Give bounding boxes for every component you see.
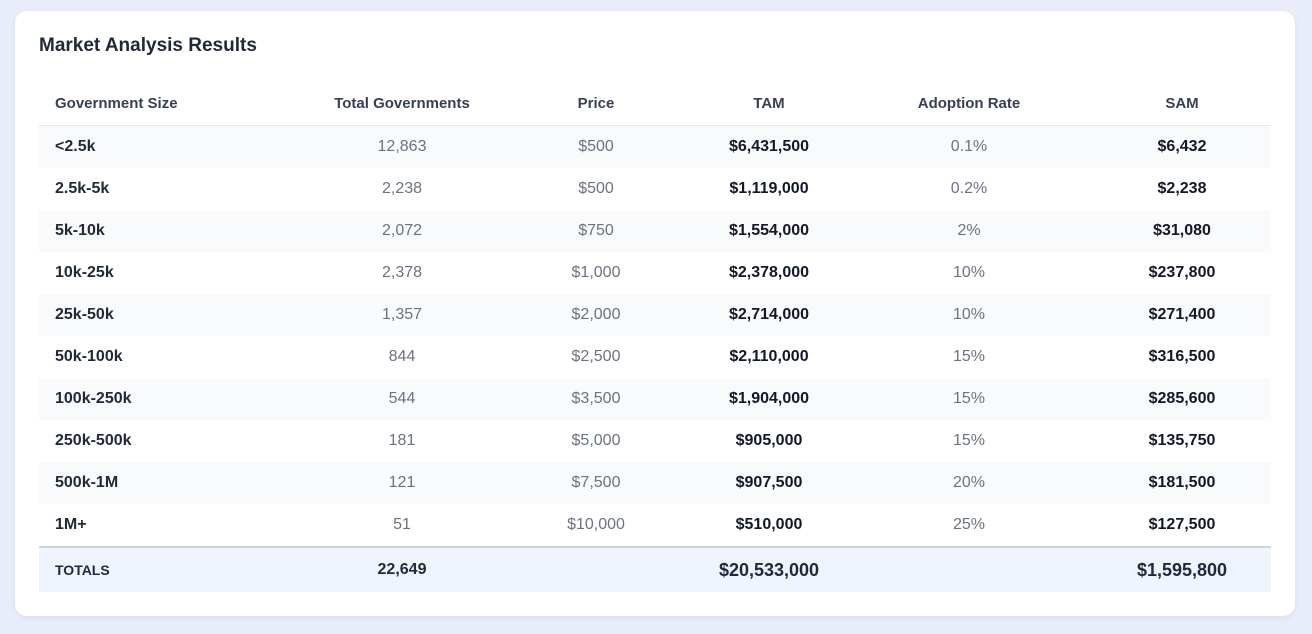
table-cell: $500	[578, 138, 614, 155]
table-cell: 250k-500k	[55, 432, 132, 449]
table-cell: $2,714,000	[728, 306, 810, 323]
table-cell: 2%	[957, 222, 981, 239]
table-cell: $907,500	[735, 474, 803, 491]
table-cell: 15%	[952, 348, 986, 365]
table-cell: $2,378,000	[728, 264, 810, 281]
table-cell: $135,750	[1148, 432, 1216, 449]
table-cell: $316,500	[1148, 348, 1216, 365]
table-cell: $10,000	[567, 516, 625, 533]
column-header: TAM	[693, 81, 845, 126]
table-cell: $271,400	[1148, 306, 1216, 323]
table-cell: $510,000	[735, 516, 803, 533]
totals-tam: $20,533,000	[693, 546, 845, 592]
table-cell: $500	[578, 180, 614, 197]
table-cell: 15%	[952, 390, 986, 407]
table-cell: $7,500	[571, 474, 621, 491]
column-header: Adoption Rate	[845, 81, 1093, 126]
table-cell: 25%	[952, 516, 986, 533]
table-cell: $31,080	[1153, 222, 1211, 239]
table-row: 10k-25k 2,378 $1,000 $2,378,000 10% $237,800	[39, 252, 1271, 294]
table-cell: 10%	[952, 306, 986, 323]
table-cell: $127,500	[1148, 516, 1216, 533]
table-cell: $1,119,000	[729, 180, 809, 197]
table-cell: 5k-10k	[55, 222, 105, 239]
table-cell: 844	[388, 348, 416, 365]
table-cell: 0.2%	[950, 180, 988, 197]
column-header: SAM	[1093, 81, 1271, 126]
table-cell: $905,000	[735, 432, 803, 449]
empty-cell	[845, 546, 1093, 592]
table-cell: $6,431,500	[728, 138, 810, 155]
table-cell: 2,238	[381, 180, 423, 197]
table-cell: $750	[578, 222, 614, 239]
column-header: Government Size	[39, 81, 305, 126]
table-row: 250k-500k 181 $5,000 $905,000 15% $135,750	[39, 420, 1271, 462]
table-row: 500k-1M 121 $7,500 $907,500 20% $181,500	[39, 462, 1271, 504]
table-cell: 50k-100k	[55, 348, 123, 365]
table-row: 1M+ 51 $10,000 $510,000 25% $127,500	[39, 504, 1271, 547]
table-cell: 121	[388, 474, 416, 491]
table-cell: 0.1%	[950, 138, 988, 155]
table-row: 50k-100k 844 $2,500 $2,110,000 15% $316,500	[39, 336, 1271, 378]
totals-row: TOTALS 22,649 $20,533,000 $1,595,800	[39, 546, 1271, 592]
table-cell: $1,904,000	[728, 390, 810, 407]
table-cell: $6,432	[1157, 138, 1207, 155]
table-cell: $2,238	[1157, 180, 1207, 197]
totals-governments: 22,649	[305, 546, 499, 592]
table-cell: $3,500	[571, 390, 621, 407]
table-cell: $181,500	[1148, 474, 1216, 491]
table-cell: 544	[388, 390, 416, 407]
table-cell: 20%	[952, 474, 986, 491]
table-cell: 51	[393, 516, 411, 533]
results-table: Government Size Total Governments Price TAM…	[39, 81, 1271, 592]
table-body: <2.5k 12,863 $500 $6,431,500 0.1% $6,432 2.5k-…	[39, 125, 1271, 548]
table-row: 2.5k-5k 2,238 $500 $1,119,000 0.2% $2,238	[39, 168, 1271, 210]
totals-label: TOTALS	[39, 546, 305, 592]
totals-sam: $1,595,800	[1093, 546, 1271, 592]
table-cell: 25k-50k	[55, 306, 114, 323]
table-cell: 100k-250k	[55, 390, 132, 407]
table-cell: $1,554,000	[728, 222, 810, 239]
table-row: 100k-250k 544 $3,500 $1,904,000 15% $285,600	[39, 378, 1271, 420]
header-row: Government Size Total Governments Price TAM…	[39, 81, 1271, 126]
empty-cell	[499, 546, 693, 592]
table-cell: 12,863	[377, 138, 427, 155]
results-card: Market Analysis Results Government Size T…	[15, 11, 1295, 616]
table-cell: $1,000	[571, 264, 621, 281]
table-cell: 2,072	[381, 222, 423, 239]
table-row: 5k-10k 2,072 $750 $1,554,000 2% $31,080	[39, 210, 1271, 252]
table-cell: 181	[388, 432, 416, 449]
table-row: 25k-50k 1,357 $2,000 $2,714,000 10% $271,400	[39, 294, 1271, 336]
table-cell: $2,000	[571, 306, 621, 323]
table-cell: $2,110,000	[729, 348, 809, 365]
column-header: Total Governments	[305, 81, 499, 126]
card-title: Market Analysis Results	[39, 35, 257, 56]
table-cell: 2,378	[381, 264, 423, 281]
table-cell: $5,000	[571, 432, 621, 449]
table-cell: 15%	[952, 432, 986, 449]
table-cell: 500k-1M	[55, 474, 119, 491]
table-cell: 10%	[952, 264, 986, 281]
table-cell: <2.5k	[55, 138, 96, 155]
table-cell: 1,357	[381, 306, 423, 323]
table-cell: 10k-25k	[55, 264, 114, 281]
table-cell: $2,500	[571, 348, 621, 365]
table-cell: 1M+	[55, 516, 87, 533]
table-cell: $285,600	[1148, 390, 1216, 407]
table-cell: 2.5k-5k	[55, 180, 110, 197]
column-header: Price	[499, 81, 693, 126]
table-row: <2.5k 12,863 $500 $6,431,500 0.1% $6,432	[39, 125, 1271, 168]
table-cell: $237,800	[1148, 264, 1216, 281]
